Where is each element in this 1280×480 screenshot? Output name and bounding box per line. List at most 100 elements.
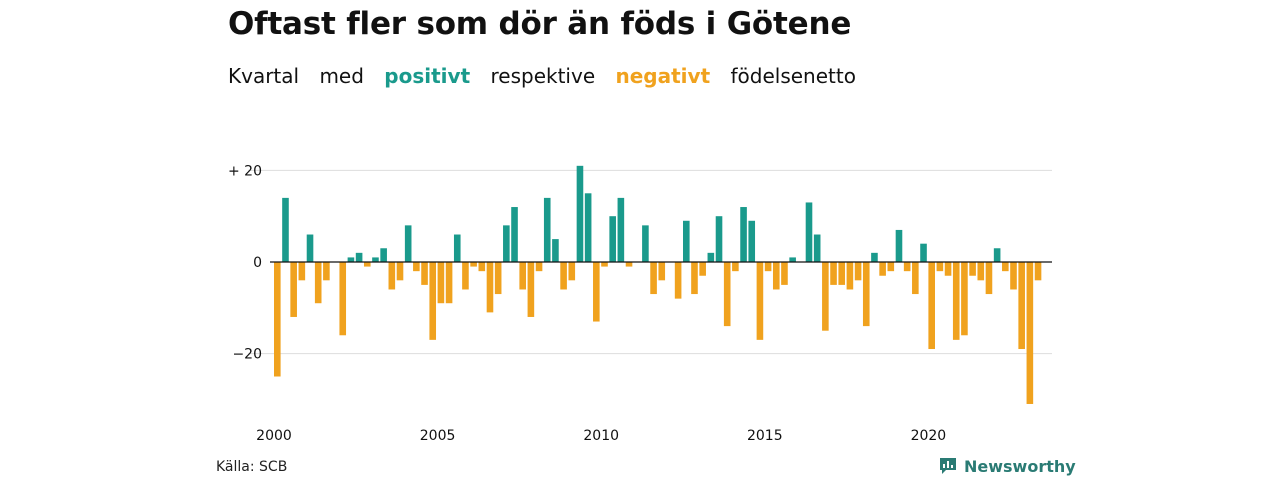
subtitle-word: födelsenetto bbox=[730, 64, 856, 88]
bar-negative bbox=[977, 262, 985, 281]
bar-negative bbox=[478, 262, 486, 272]
x-tick-label: 2020 bbox=[911, 428, 947, 444]
brand-name: Newsworthy bbox=[964, 456, 1076, 476]
bar-positive bbox=[282, 197, 289, 262]
bar-negative bbox=[912, 262, 919, 295]
bar-negative bbox=[535, 262, 543, 272]
bar-negative bbox=[429, 262, 437, 340]
subtitle-word: Kvartal bbox=[228, 64, 300, 88]
bar-positive bbox=[306, 234, 314, 262]
bar-positive bbox=[380, 248, 387, 262]
bar-negative bbox=[944, 262, 952, 276]
bar-positive bbox=[748, 220, 756, 262]
bar-negative bbox=[486, 262, 494, 313]
bar-positive bbox=[805, 202, 813, 262]
bar-negative bbox=[658, 262, 666, 281]
bar-positive bbox=[453, 234, 461, 262]
x-tick-label: 2015 bbox=[747, 428, 783, 444]
bar-negative bbox=[650, 262, 657, 295]
x-tick-label: 2000 bbox=[256, 428, 292, 444]
bar-negative bbox=[494, 262, 502, 295]
bar-negative bbox=[772, 262, 780, 290]
bar-positive bbox=[993, 248, 1001, 262]
bar-negative bbox=[1034, 262, 1042, 281]
bar-negative bbox=[781, 262, 788, 285]
bar-negative bbox=[462, 262, 469, 290]
bar-negative bbox=[339, 262, 347, 336]
bar-negative bbox=[396, 262, 404, 281]
bar-negative bbox=[961, 262, 968, 336]
bar-negative bbox=[723, 262, 731, 327]
bar-positive bbox=[707, 252, 715, 262]
brand-logo: Newsworthy bbox=[938, 456, 1076, 476]
chart-title: Oftast fler som dör än föds i Götene bbox=[228, 6, 852, 42]
bar-negative bbox=[887, 262, 895, 272]
bar-negative bbox=[437, 262, 445, 304]
bar-negative bbox=[928, 262, 935, 350]
bar-negative bbox=[568, 262, 576, 281]
x-tick-label: 2005 bbox=[420, 428, 456, 444]
chart-subtitle: Kvartal med positivt respektive negativt… bbox=[228, 64, 870, 88]
bar-positive bbox=[503, 225, 510, 262]
bar-negative bbox=[699, 262, 706, 276]
bar-positive bbox=[552, 239, 559, 262]
bar-negative bbox=[846, 262, 854, 290]
bar-positive bbox=[683, 220, 690, 262]
bar-positive bbox=[584, 193, 592, 262]
bar-negative bbox=[764, 262, 772, 272]
bar-positive bbox=[355, 252, 363, 262]
bar-negative bbox=[674, 262, 682, 299]
bar-negative bbox=[601, 262, 608, 267]
bar-positive bbox=[895, 229, 903, 262]
bar-positive bbox=[920, 243, 927, 262]
bar-negative bbox=[822, 262, 829, 331]
bar-positive bbox=[813, 234, 821, 262]
y-tick-label: + 20 bbox=[228, 163, 262, 179]
bar-negative bbox=[470, 262, 477, 267]
bar-negative bbox=[1018, 262, 1025, 350]
bar-positive bbox=[740, 207, 747, 262]
bar-positive bbox=[609, 216, 616, 262]
bar-negative bbox=[413, 262, 420, 272]
subtitle-word: respektive bbox=[490, 64, 596, 88]
bar-negative bbox=[830, 262, 837, 285]
bar-negative bbox=[527, 262, 535, 317]
y-tick-label: 0 bbox=[253, 255, 262, 271]
bar-positive bbox=[511, 207, 518, 262]
bar-negative bbox=[519, 262, 526, 290]
bar-positive bbox=[347, 257, 355, 262]
bar-negative bbox=[421, 262, 428, 285]
bar-negative bbox=[290, 262, 297, 317]
bar-negative bbox=[862, 262, 870, 327]
bar-negative bbox=[854, 262, 862, 281]
subtitle-word: med bbox=[319, 64, 364, 88]
y-tick-label: −20 bbox=[232, 347, 262, 363]
bar-negative bbox=[903, 262, 911, 272]
bar-negative bbox=[985, 262, 993, 295]
bar-positive bbox=[715, 216, 723, 262]
bar-negative bbox=[1002, 262, 1009, 272]
subtitle-negative-label: negativt bbox=[615, 64, 711, 88]
bar-negative bbox=[298, 262, 306, 281]
bar-negative bbox=[756, 262, 764, 340]
subtitle-positive-label: positivt bbox=[384, 64, 471, 88]
bar-negative bbox=[560, 262, 567, 290]
bar-positive bbox=[642, 225, 649, 262]
bar-negative bbox=[323, 262, 330, 281]
bar-positive bbox=[404, 225, 412, 262]
bar-positive bbox=[543, 197, 551, 262]
bar-negative bbox=[274, 262, 281, 377]
bar-positive bbox=[576, 165, 584, 262]
source-note: Källa: SCB bbox=[216, 459, 288, 475]
bar-negative bbox=[314, 262, 322, 304]
bar-negative bbox=[732, 262, 739, 272]
bar-positive bbox=[789, 257, 796, 262]
bar-negative bbox=[388, 262, 396, 290]
bar-negative bbox=[1026, 262, 1034, 404]
bar-negative bbox=[625, 262, 633, 267]
x-tick-label: 2010 bbox=[583, 428, 619, 444]
bar-negative bbox=[952, 262, 960, 340]
bar-negative bbox=[969, 262, 976, 276]
bar-positive bbox=[871, 252, 878, 262]
bar-negative bbox=[1010, 262, 1017, 290]
